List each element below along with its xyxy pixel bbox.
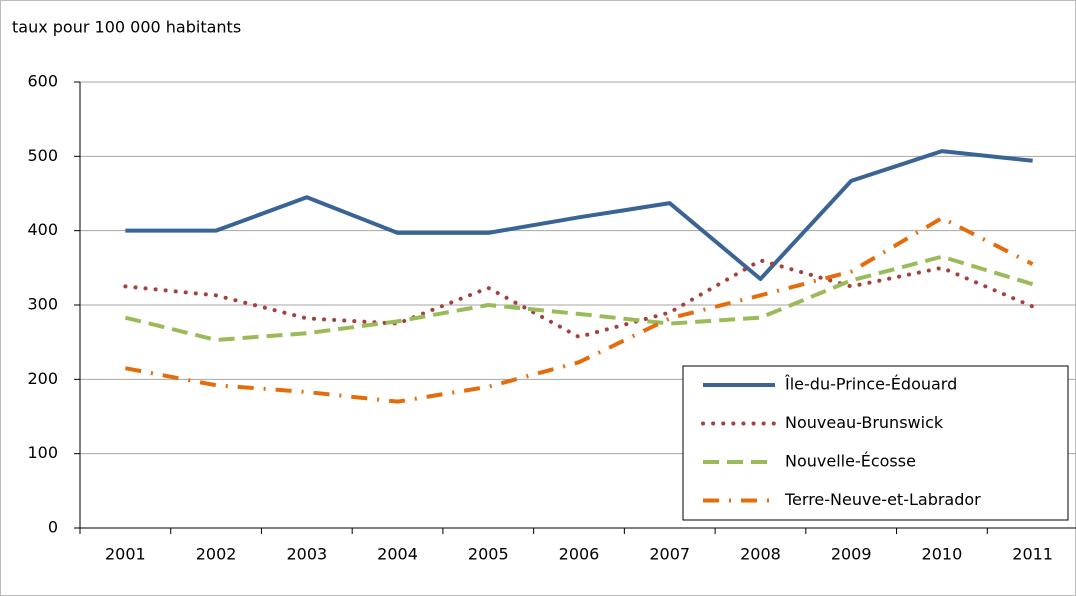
x-tick-label: 2005 — [468, 545, 509, 564]
x-tick-label: 2010 — [922, 545, 963, 564]
y-tick-label: 0 — [48, 518, 58, 537]
y-axis-label: taux pour 100 000 habitants — [12, 18, 241, 37]
y-tick-label: 300 — [27, 295, 58, 314]
legend-label: Nouveau-Brunswick — [785, 413, 944, 432]
legend-label: Île-du-Prince-Édouard — [784, 375, 957, 394]
x-tick-label: 2009 — [831, 545, 872, 564]
x-tick-label: 2003 — [286, 545, 327, 564]
y-tick-label: 500 — [27, 146, 58, 165]
y-tick-label: 200 — [27, 369, 58, 388]
data-line — [124, 254, 1034, 342]
x-tick-label: 2008 — [740, 545, 781, 564]
legend-label: Nouvelle-Écosse — [785, 452, 916, 471]
data-line — [123, 258, 1035, 339]
x-tick-label: 2002 — [196, 545, 237, 564]
x-tick-label: 2011 — [1012, 545, 1053, 564]
x-tick-label: 2004 — [377, 545, 418, 564]
legend-label: Terre-Neuve-et-Labrador — [784, 490, 981, 509]
x-tick-label: 2001 — [105, 545, 146, 564]
x-tick-label: 2007 — [649, 545, 690, 564]
y-tick-label: 400 — [27, 220, 58, 239]
x-tick-label: 2006 — [559, 545, 600, 564]
data-line — [125, 149, 1033, 281]
y-tick-label: 100 — [27, 443, 58, 462]
y-tick-label: 600 — [27, 72, 58, 91]
legend-box — [682, 365, 1069, 521]
data-line — [124, 216, 1034, 404]
